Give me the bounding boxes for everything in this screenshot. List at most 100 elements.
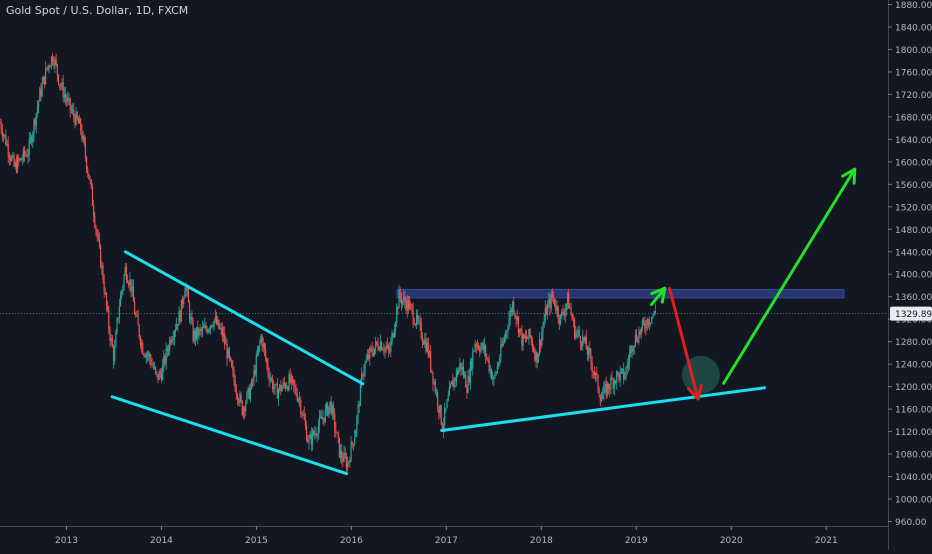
candle-body <box>582 336 584 347</box>
candle-body <box>7 143 9 156</box>
candle-body <box>112 347 115 362</box>
trendline-rising-support[interactable] <box>440 386 767 432</box>
candle-body <box>442 425 445 431</box>
candle-body <box>15 162 17 172</box>
candle-body <box>463 374 466 376</box>
candle-body <box>648 322 651 325</box>
arrow-down-drop[interactable] <box>668 286 703 401</box>
candle-body <box>45 67 47 85</box>
candle-body <box>69 98 71 110</box>
candle-body <box>297 398 300 401</box>
trendline-falling-channel-lower[interactable] <box>110 395 349 476</box>
candle-body <box>90 179 92 187</box>
y-tick-label: 1360.00 <box>895 293 932 303</box>
candle-body <box>71 109 74 111</box>
candle-body <box>283 381 285 385</box>
resistance-zone[interactable] <box>396 288 845 299</box>
candle-body <box>317 426 319 436</box>
candle-body <box>544 307 546 321</box>
candle-body <box>179 311 181 322</box>
candle-body <box>131 286 133 291</box>
candle-body <box>501 344 503 346</box>
candle-body <box>558 318 560 324</box>
candle-body <box>577 330 579 332</box>
candle-body <box>496 366 498 373</box>
price-axis[interactable] <box>888 0 932 550</box>
candle-body <box>221 327 223 337</box>
candle-body <box>98 238 101 246</box>
candle-body <box>528 329 530 339</box>
candle-body <box>265 349 267 359</box>
candle-body <box>261 336 263 347</box>
candle-body <box>334 413 336 430</box>
candle-body <box>101 265 103 268</box>
candle-body <box>476 345 479 347</box>
y-tick-label: 1680.00 <box>895 113 932 123</box>
candle-body <box>5 134 7 146</box>
candle-body <box>627 362 630 366</box>
candle-body <box>503 338 505 341</box>
candle-body <box>207 329 209 333</box>
candle-body <box>545 307 548 315</box>
candle-body <box>507 329 509 332</box>
candle-body <box>596 372 598 375</box>
candle-body <box>226 343 228 359</box>
candle-body <box>83 135 85 144</box>
candle-body <box>621 368 624 370</box>
candle-body <box>222 333 225 337</box>
candle-body <box>549 299 551 309</box>
candle-body <box>561 311 563 315</box>
candle-body <box>376 341 378 344</box>
candle-body <box>155 367 157 372</box>
arrow-up-retest[interactable] <box>650 286 667 307</box>
arrow-up-target[interactable] <box>722 167 857 385</box>
candle-body <box>252 380 254 382</box>
candle-body <box>541 332 543 346</box>
candle-body <box>488 360 490 372</box>
candle-body <box>427 342 429 356</box>
candle-body <box>554 298 556 307</box>
candle-body <box>74 116 76 125</box>
candle-body <box>219 328 221 330</box>
candle-body <box>598 389 600 396</box>
candle-body <box>400 298 402 304</box>
candle-body <box>18 157 20 161</box>
candle-body <box>647 319 649 325</box>
candle-body <box>597 374 599 390</box>
candle-body <box>337 432 339 438</box>
candle-body <box>589 348 591 353</box>
candle-body <box>21 159 23 161</box>
y-tick-label: 1720.00 <box>895 91 932 101</box>
time-axis[interactable] <box>0 527 888 550</box>
candle-body <box>29 137 32 140</box>
candle-body <box>556 306 558 312</box>
candle-body <box>187 289 190 303</box>
candle-body <box>551 294 553 298</box>
candle-body <box>462 366 465 376</box>
candle-body <box>529 329 531 337</box>
candle-body <box>200 329 202 331</box>
candle-body <box>348 461 350 464</box>
candle-body <box>441 423 443 431</box>
candle-body <box>620 369 622 371</box>
candle-body <box>267 363 269 374</box>
target-circle[interactable] <box>681 355 720 394</box>
candle-body <box>198 328 200 337</box>
candle-body <box>446 400 448 408</box>
candle-body <box>626 365 628 368</box>
candle-body <box>210 325 212 330</box>
candle-body <box>451 380 453 385</box>
candle-body <box>341 450 343 459</box>
candle-body <box>151 365 153 366</box>
candle-body <box>634 334 637 346</box>
candle-body <box>229 357 232 360</box>
candle-body <box>262 343 264 347</box>
x-tick-label: 2014 <box>150 536 173 546</box>
candle-body <box>270 378 273 380</box>
candle-body <box>522 334 524 346</box>
candle-body <box>455 370 457 381</box>
trendline-falling-channel-upper[interactable] <box>123 250 365 386</box>
candle-body <box>555 306 557 312</box>
